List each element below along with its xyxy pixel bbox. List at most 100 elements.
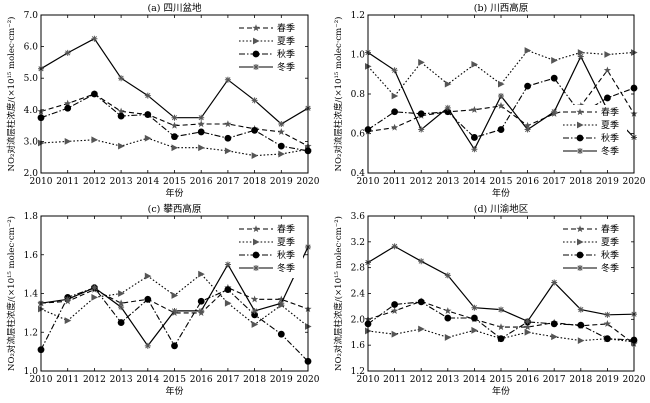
legend-label: 夏季: [601, 236, 619, 248]
data-point: [118, 142, 125, 150]
x-tick-label: 2019: [596, 177, 619, 187]
data-point: [577, 53, 584, 60]
data-point: [251, 126, 258, 134]
x-tick-label: 2017: [216, 177, 239, 187]
data-point: [604, 51, 611, 58]
data-point: [550, 320, 558, 328]
data-point: [277, 295, 285, 303]
data-point: [577, 337, 585, 345]
series-triangle: [38, 270, 312, 330]
y-tick-label: 4.0: [24, 106, 39, 116]
data-point: [198, 114, 205, 121]
data-point: [250, 295, 259, 303]
data-point: [524, 318, 531, 325]
series-line: [40, 287, 309, 314]
data-point: [470, 106, 479, 113]
legend-marker: [252, 251, 260, 259]
x-tick-label: 2014: [463, 375, 486, 385]
panel-a: (a) 四川盆地 2.0 3.0 4.0 5.0 6.0 7.0 2010 2011 2012 20…: [6, 2, 320, 199]
data-point: [417, 298, 425, 306]
legend-marker: [253, 265, 259, 271]
legend-marker: [577, 121, 584, 129]
legend-marker: [577, 238, 584, 246]
data-point: [170, 121, 179, 129]
x-tick-label: 2020: [623, 375, 646, 385]
data-point: [91, 35, 98, 42]
data-point: [144, 295, 152, 303]
data-point: [277, 128, 285, 135]
data-point: [551, 108, 558, 115]
data-point: [251, 321, 259, 328]
x-tick-label: 2013: [110, 375, 133, 385]
legend-label: 秋季: [277, 249, 295, 261]
x-tick-label: 2013: [436, 375, 459, 385]
data-point: [498, 80, 505, 88]
data-point: [197, 120, 205, 128]
data-point: [471, 314, 478, 322]
data-point: [418, 325, 425, 333]
data-point: [577, 306, 584, 313]
legend-label: 冬季: [277, 61, 295, 73]
y-tick-label: 3.0: [24, 137, 39, 147]
data-point: [603, 320, 612, 327]
series-circle: [364, 298, 638, 344]
data-point: [444, 314, 452, 322]
x-tick-label: 2010: [357, 375, 380, 385]
data-point: [64, 317, 72, 325]
data-point: [444, 80, 452, 88]
legend-marker: [576, 108, 584, 116]
x-tick-label: 2012: [410, 375, 433, 385]
data-point: [391, 243, 398, 250]
legend-background: [561, 105, 627, 161]
data-point: [64, 296, 71, 303]
y-tick-label: 2.0: [351, 315, 366, 325]
x-tick-label: 2015: [490, 375, 513, 385]
data-point: [118, 304, 125, 311]
x-tick-label: 2014: [463, 177, 486, 187]
legend-label: 夏季: [601, 119, 619, 131]
x-tick-label: 2020: [297, 375, 320, 385]
y-tick-label: 1.6: [24, 251, 39, 261]
y-tick-label: 1.6: [351, 341, 366, 351]
data-point: [551, 57, 558, 64]
legend-marker: [252, 50, 260, 58]
data-point: [251, 97, 258, 104]
x-tick-label: 2016: [516, 375, 539, 385]
y-tick-label: 7.0: [24, 11, 39, 21]
data-point: [444, 272, 451, 279]
data-point: [551, 279, 558, 286]
legend-marker: [253, 64, 259, 70]
x-tick-label: 2011: [383, 177, 406, 187]
legend-marker: [252, 225, 260, 233]
data-point: [444, 307, 452, 315]
data-point: [471, 304, 478, 311]
data-point: [390, 123, 399, 131]
data-point: [64, 49, 71, 56]
legend-marker: [577, 265, 583, 271]
panel-d: (d) 川渝地区 1.2 1.6 2.0 2.4 2.8 3.2 3.6 2010 2011 201…: [333, 203, 646, 397]
data-point: [278, 150, 285, 158]
data-point: [117, 107, 125, 115]
data-point: [577, 321, 585, 329]
data-point: [390, 307, 399, 315]
data-point: [604, 94, 611, 102]
data-point: [171, 114, 178, 121]
data-point: [171, 292, 179, 299]
y-tick-label: 1.0: [24, 367, 39, 377]
x-tick-label: 2010: [30, 177, 53, 187]
series-line: [367, 49, 635, 97]
legend-marker: [577, 148, 583, 154]
data-point: [91, 136, 98, 144]
data-point: [524, 47, 532, 54]
legend-label: 夏季: [277, 236, 295, 248]
panel-title: (d) 川渝地区: [474, 203, 529, 215]
x-axis-label: 年份: [165, 385, 183, 397]
data-point: [471, 326, 478, 334]
x-tick-label: 2015: [163, 177, 186, 187]
legend-marker: [253, 37, 260, 45]
data-point: [224, 286, 232, 294]
data-point: [278, 121, 285, 128]
data-point: [224, 120, 232, 128]
